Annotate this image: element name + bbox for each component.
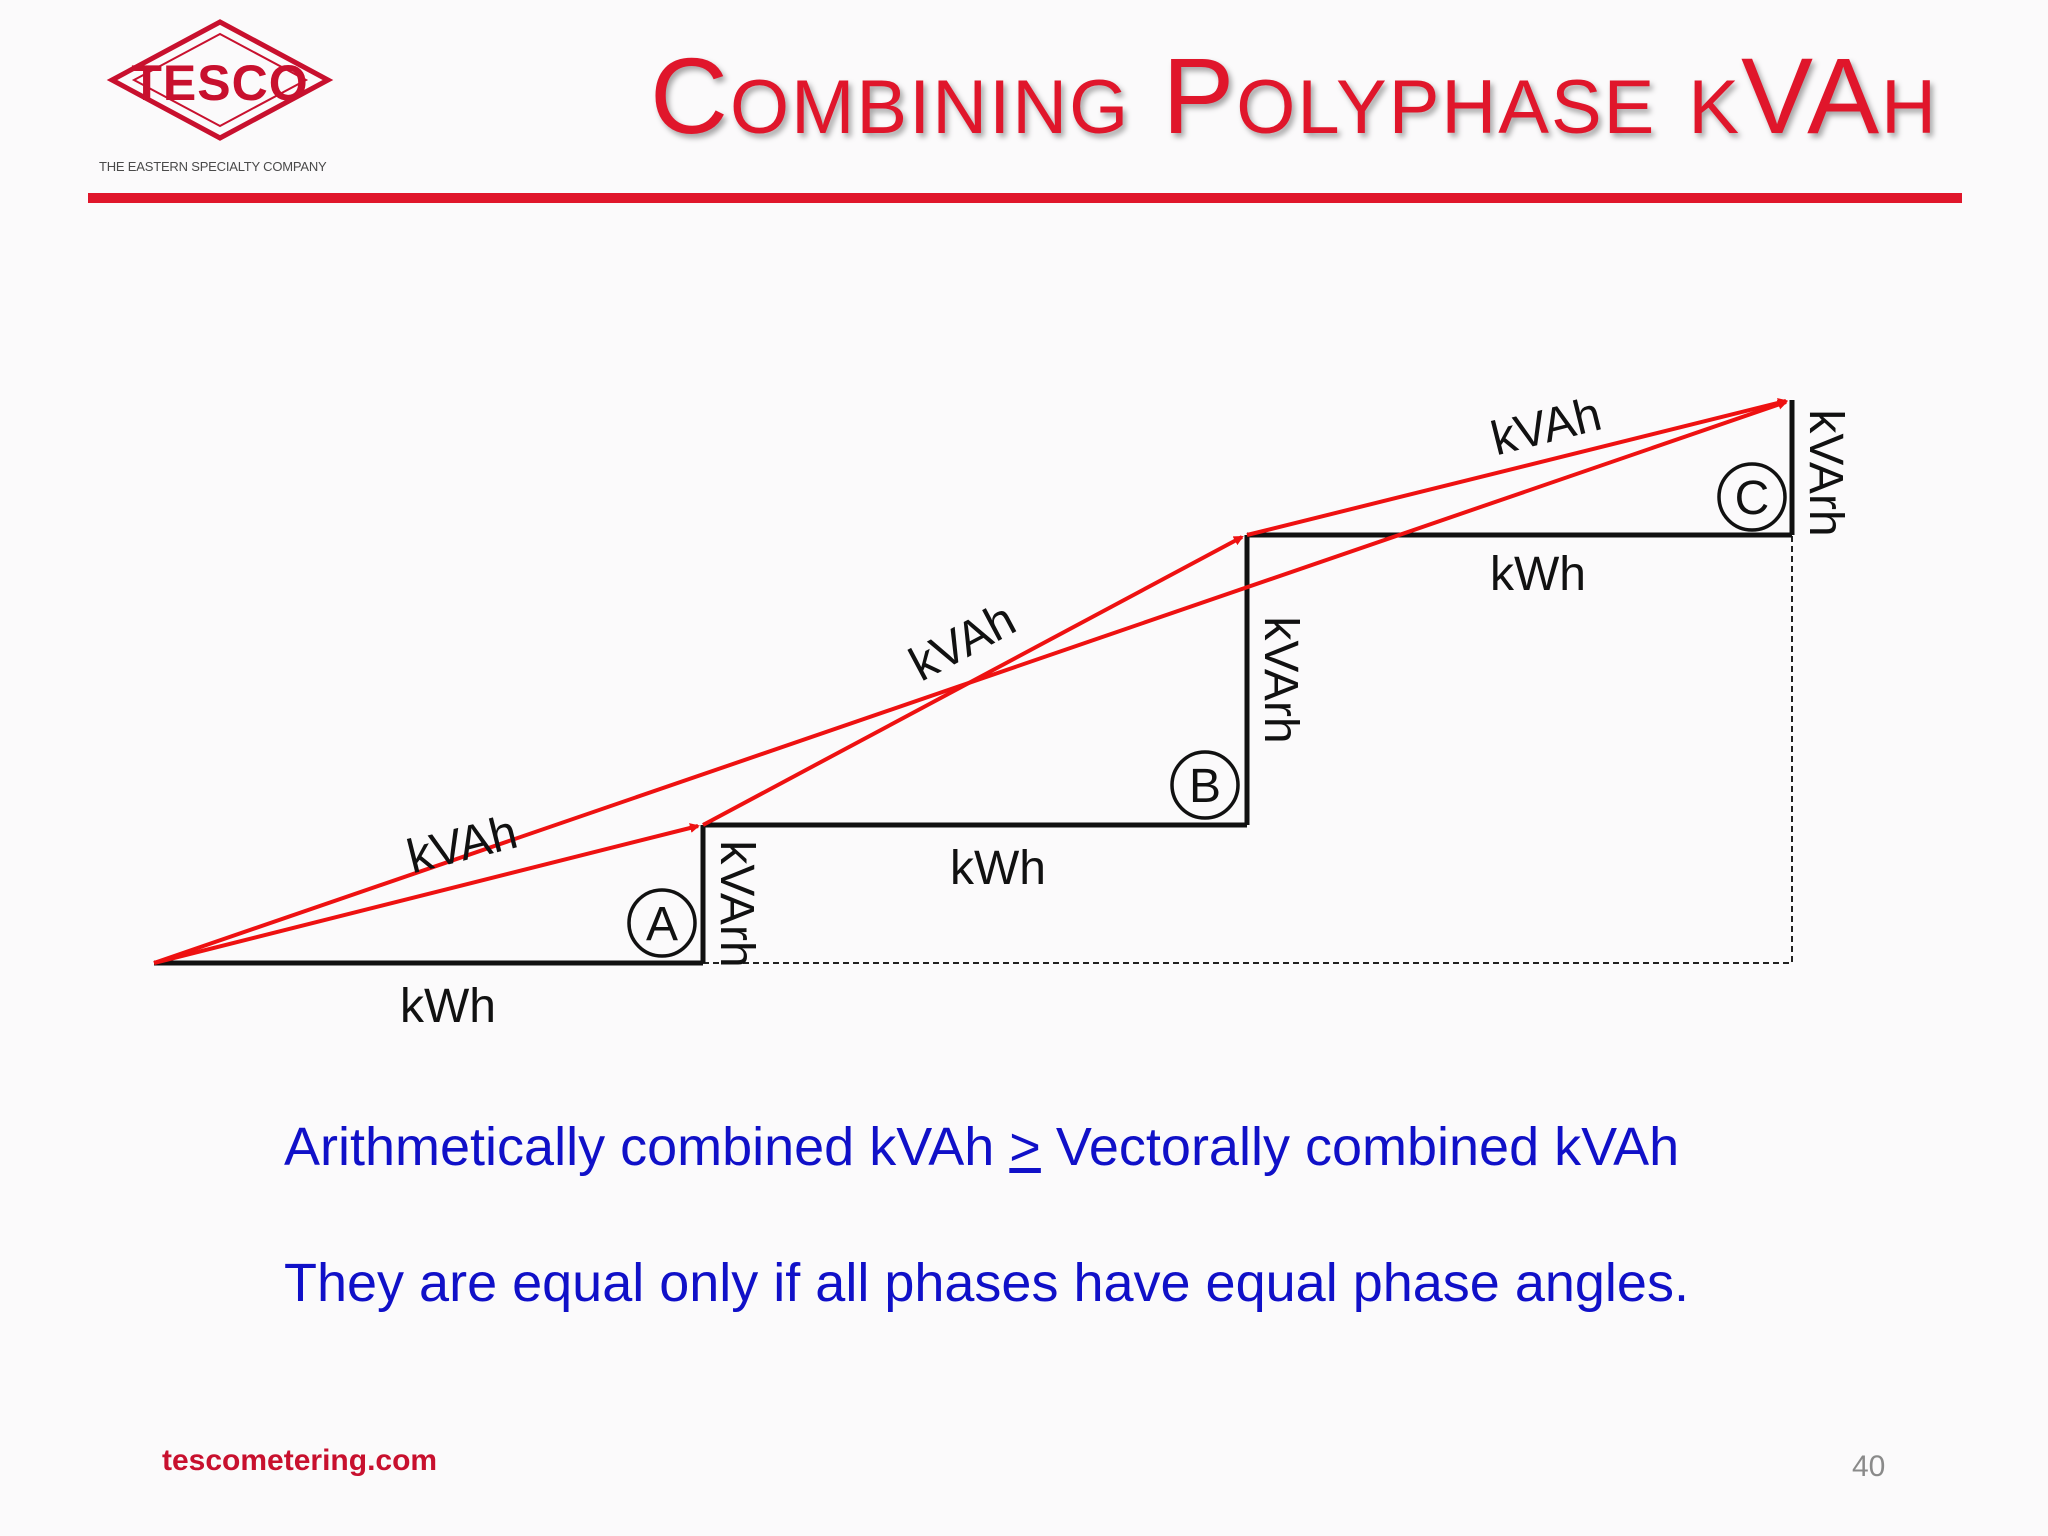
- phase-c-kwh-label: kWh: [1490, 548, 1586, 601]
- greater-equal-symbol: >: [1009, 1117, 1041, 1177]
- logo-tagline: THE EASTERN SPECIALTY COMPANY: [99, 159, 327, 174]
- statement-arithmetic-vs-vector: Arithmetically combined kVAh > Vectorall…: [284, 1116, 1679, 1178]
- logo-diamond-graphic: TESCO: [106, 19, 334, 141]
- slide-title: Combining Polyphase kVAh: [650, 35, 1938, 156]
- logo-text: TESCO: [131, 55, 308, 111]
- phase-c-kvarh-label: kVArh: [1799, 409, 1852, 536]
- phase-a-kvah-vector: [153, 823, 700, 965]
- phase-a-kwh-label: kWh: [400, 980, 496, 1033]
- phase-a-kvah-label: kVAh: [402, 806, 523, 884]
- phase-b-label: B: [1189, 760, 1221, 813]
- tesco-logo: TESCO THE EASTERN SPECIALTY COMPANY: [92, 18, 372, 174]
- statement-1-after: Vectorally combined kVAh: [1040, 1117, 1680, 1177]
- phase-b-kvarh-label: kVArh: [1254, 616, 1307, 743]
- phase-c-kvah-label: kVAh: [1486, 388, 1607, 466]
- phase-a-label: A: [646, 898, 678, 951]
- phase-c-kvah-vector: [1246, 398, 1788, 537]
- phase-b-kvah-label: kVAh: [901, 593, 1024, 692]
- total-dashed-outline: [703, 400, 1793, 964]
- footer-url: tescometering.com: [162, 1444, 438, 1477]
- phase-a-kvarh-label: kVArh: [710, 840, 763, 967]
- phase-b-kwh-label: kWh: [950, 842, 1046, 895]
- phase-a-circle: [627, 888, 697, 958]
- phase-c-label: C: [1735, 472, 1770, 525]
- vector-sum-kvah: [153, 399, 1788, 965]
- phasor-diagram: A B C kWh kWh kWh kVArh kVArh kVArh kVAh…: [153, 388, 1852, 1033]
- phase-b-circle: [1170, 750, 1240, 820]
- statement-equal-phase-angles: They are equal only if all phases have e…: [284, 1253, 1689, 1313]
- title-divider: [88, 193, 1962, 203]
- page-number: 40: [1852, 1450, 1886, 1483]
- phase-c-circle: [1717, 462, 1787, 532]
- statement-1-before: Arithmetically combined kVAh: [284, 1117, 1010, 1177]
